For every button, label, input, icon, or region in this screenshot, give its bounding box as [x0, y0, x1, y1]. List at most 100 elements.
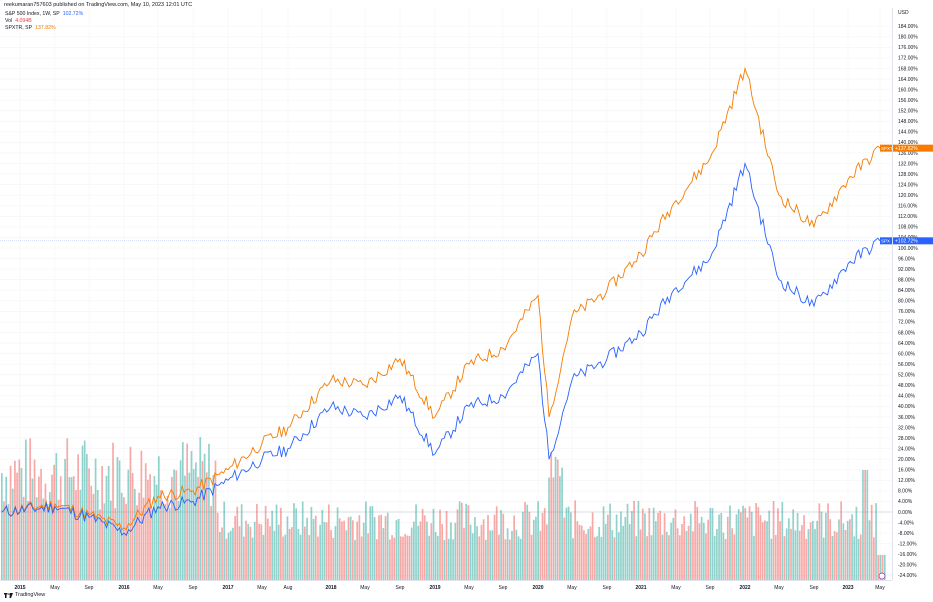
x-tick-label: May [567, 585, 577, 591]
y-tick-label: 120.00% [898, 193, 918, 199]
legend-volume-label: Vol [5, 18, 13, 24]
y-tick-label: 8.00% [898, 489, 913, 495]
legend-spxtr-value: 137.82% [35, 25, 56, 31]
x-tick-label: May [875, 585, 885, 591]
legend-spx-label: S&P 500 Index, 1W, SP [5, 11, 60, 17]
x-tick-label: 2019 [429, 585, 440, 591]
y-tick-label: 0.00% [898, 510, 913, 516]
y-tick-label: 88.00% [898, 277, 916, 283]
x-tick-label: Sep [396, 585, 405, 591]
y-tick-label: 20.00% [898, 457, 916, 463]
legend-spx[interactable]: S&P 500 Index, 1W, SP 102.72% [5, 11, 83, 18]
y-tick-label: 108.00% [898, 225, 918, 231]
spxtr-line [1, 66, 881, 531]
y-tick-label: 56.00% [898, 362, 916, 368]
y-tick-label: 112.00% [898, 214, 918, 220]
svg-text:SPXTR: SPXTR [881, 146, 892, 151]
event-marker-icon[interactable] [878, 572, 886, 580]
x-tick-label: May [257, 585, 267, 591]
y-tick-label: 80.00% [898, 299, 916, 305]
publish-info: reekumaran757603 published on TradingVie… [4, 2, 193, 8]
legend-spxtr-label: SPXTR, SP [5, 25, 33, 31]
volume-bars [1, 437, 886, 580]
x-tick-label: 2018 [325, 585, 336, 591]
y-tick-label: 92.00% [898, 267, 916, 273]
y-tick-label: 24.00% [898, 446, 916, 452]
y-tick-label: -8.00% [898, 531, 914, 537]
y-tick-label: -16.00% [898, 552, 917, 558]
y-tick-label: 176.00% [898, 45, 918, 51]
y-tick-label: 28.00% [898, 436, 916, 442]
price-axis[interactable]: 184.00% 180.00% 176.00% 172.00% 168.00% 164.0… [892, 8, 933, 580]
x-tick-label: 2022 [739, 585, 750, 591]
y-tick-label: 116.00% [898, 204, 918, 210]
spx-line [1, 161, 881, 537]
svg-text:+102.72%: +102.72% [895, 239, 918, 245]
legend-spxtr[interactable]: SPXTR, SP 137.82% [5, 25, 83, 32]
y-tick-label: 76.00% [898, 309, 916, 315]
y-tick-label: 160.00% [898, 87, 918, 93]
x-tick-label: 2015 [14, 585, 25, 591]
x-tick-label: 2017 [222, 585, 233, 591]
x-tick-label: Sep [603, 585, 612, 591]
x-tick-label: May [671, 585, 681, 591]
tradingview-logo-icon [4, 592, 13, 598]
y-tick-label: 140.00% [898, 140, 918, 146]
y-tick-label: 44.00% [898, 394, 916, 400]
x-tick-label: 2020 [532, 585, 543, 591]
y-tick-label: 96.00% [898, 256, 916, 262]
x-tick-label: Sep [706, 585, 715, 591]
svg-text:SPX: SPX [881, 239, 890, 244]
chart-canvas[interactable]: SPXTR SPX [0, 8, 892, 580]
y-tick-label: 144.00% [898, 130, 918, 136]
y-tick-label: 36.00% [898, 415, 916, 421]
legend-volume[interactable]: Vol 4.094B [5, 18, 83, 25]
y-tick-label: 156.00% [898, 98, 918, 104]
y-tick-label: 72.00% [898, 320, 916, 326]
y-tick-label: 132.00% [898, 161, 918, 167]
y-tick-label: 84.00% [898, 288, 916, 294]
y-tick-label: -12.00% [898, 541, 917, 547]
y-tick-label: 152.00% [898, 109, 918, 115]
y-tick-label: 136.00% [898, 151, 918, 157]
y-tick-label: 184.00% [898, 24, 918, 30]
x-tick-label: May [50, 585, 60, 591]
legend-volume-value: 4.094B [15, 18, 32, 24]
y-tick-label: 100.00% [898, 246, 918, 252]
y-tick-label: 148.00% [898, 119, 918, 125]
x-tick-label: Aug [284, 585, 293, 591]
y-tick-label: 16.00% [898, 468, 916, 474]
spxtr-price-tag: +137.82% [893, 144, 933, 152]
y-tick-label: 172.00% [898, 56, 918, 62]
y-tick-label: 164.00% [898, 77, 918, 83]
y-tick-label: 4.00% [898, 499, 913, 505]
x-tick-label: Sep [499, 585, 508, 591]
x-tick-label: 2023 [842, 585, 853, 591]
x-tick-label: Sep [85, 585, 94, 591]
y-tick-label: 52.00% [898, 373, 916, 379]
legend-spx-value: 102.72% [62, 11, 84, 17]
tradingview-brand: TradingView [15, 592, 46, 598]
y-tick-label: 124.00% [898, 182, 918, 188]
y-tick-label: -20.00% [898, 563, 917, 569]
x-tick-label: May [774, 585, 784, 591]
y-tick-label: 64.00% [898, 341, 916, 347]
y-tick-label: 12.00% [898, 478, 916, 484]
y-tick-label: 180.00% [898, 35, 918, 41]
spx-price-tag: +102.72% [893, 237, 933, 245]
x-tick-label: Sep [810, 585, 819, 591]
spxtr-price-tag-symbol: SPXTR [880, 144, 892, 152]
y-tick-label: 168.00% [898, 66, 918, 72]
y-tick-label: 60.00% [898, 351, 916, 357]
y-tick-label: 40.00% [898, 404, 916, 410]
svg-text:+137.82%: +137.82% [895, 146, 918, 152]
x-tick-label: May [464, 585, 474, 591]
tradingview-logo: TradingView [4, 592, 45, 598]
y-tick-label: -24.00% [898, 573, 917, 579]
chart-plot-area[interactable]: SPXTR SPX [0, 8, 892, 580]
time-axis[interactable]: 2015 May Sep 2016 May Sep 2017 May Aug 2018 May Sep… [0, 580, 892, 593]
currency-label: USD [898, 10, 909, 16]
y-tick-label: -4.00% [898, 520, 914, 526]
x-tick-label: 2016 [118, 585, 129, 591]
y-tick-label: 68.00% [898, 330, 916, 336]
